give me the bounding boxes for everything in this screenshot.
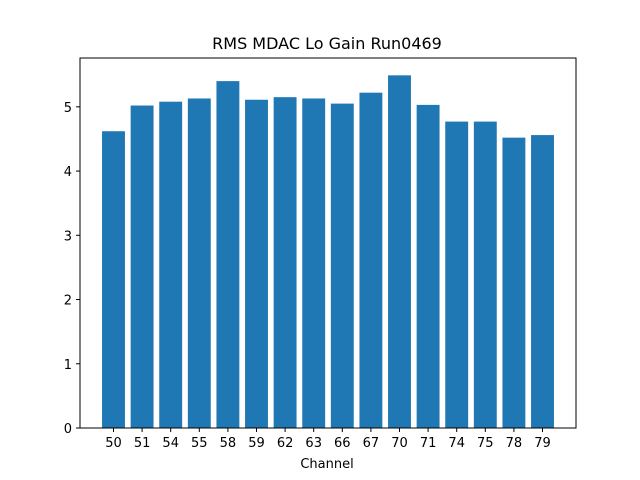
bar-channel-66 — [330, 103, 354, 429]
x-tick-label: 50 — [105, 436, 122, 451]
x-tick-label: 54 — [162, 436, 179, 451]
x-tick-label: 75 — [477, 436, 494, 451]
y-tick-label: 4 — [64, 165, 72, 180]
x-tick-label: 71 — [420, 436, 437, 451]
y-tick-label: 2 — [64, 294, 72, 309]
x-tick-label: 55 — [191, 436, 208, 451]
x-tick-label: 70 — [391, 436, 408, 451]
chart-title: RMS MDAC Lo Gain Run0469 — [212, 34, 442, 53]
bar-channel-50 — [102, 131, 125, 429]
y-tick-label: 1 — [64, 358, 72, 373]
bar-channel-71 — [416, 104, 440, 428]
x-tick-label: 79 — [534, 436, 551, 451]
x-tick-label: 63 — [305, 436, 322, 451]
bar-channel-67 — [359, 92, 383, 428]
x-axis-label: Channel — [300, 457, 353, 472]
x-tick-label: 67 — [363, 436, 380, 451]
y-tick-label: 3 — [64, 229, 72, 244]
plot-frame — [79, 57, 577, 429]
x-tick-label: 51 — [134, 436, 151, 451]
bar-channel-62 — [273, 97, 297, 429]
x-tick-label: 66 — [334, 436, 351, 451]
bar-channel-63 — [302, 98, 326, 428]
bar-channel-79 — [531, 135, 554, 428]
bar-channel-74 — [445, 121, 469, 428]
bar-channel-70 — [388, 75, 411, 428]
bars-group — [102, 75, 554, 429]
x-tick-label: 78 — [506, 436, 523, 451]
x-tick-label: 58 — [220, 436, 237, 451]
bar-channel-54 — [159, 101, 183, 429]
y-axis: 0 1 2 3 4 5 — [64, 101, 80, 437]
y-tick-label: 0 — [64, 422, 72, 437]
y-tick-label: 5 — [64, 101, 72, 116]
bar-channel-59 — [245, 99, 268, 428]
x-tick-label: 59 — [248, 436, 265, 451]
bar-channel-55 — [187, 98, 211, 428]
bar-channel-78 — [502, 137, 526, 428]
bar-channel-51 — [130, 105, 154, 428]
bar-channel-58 — [216, 81, 240, 429]
bar-channel-75 — [473, 121, 497, 428]
x-tick-label: 62 — [277, 436, 294, 451]
x-tick-label: 74 — [448, 436, 465, 451]
x-axis: 50 51 54 55 58 59 62 63 66 67 70 71 74 75 78 79 — [105, 428, 551, 451]
